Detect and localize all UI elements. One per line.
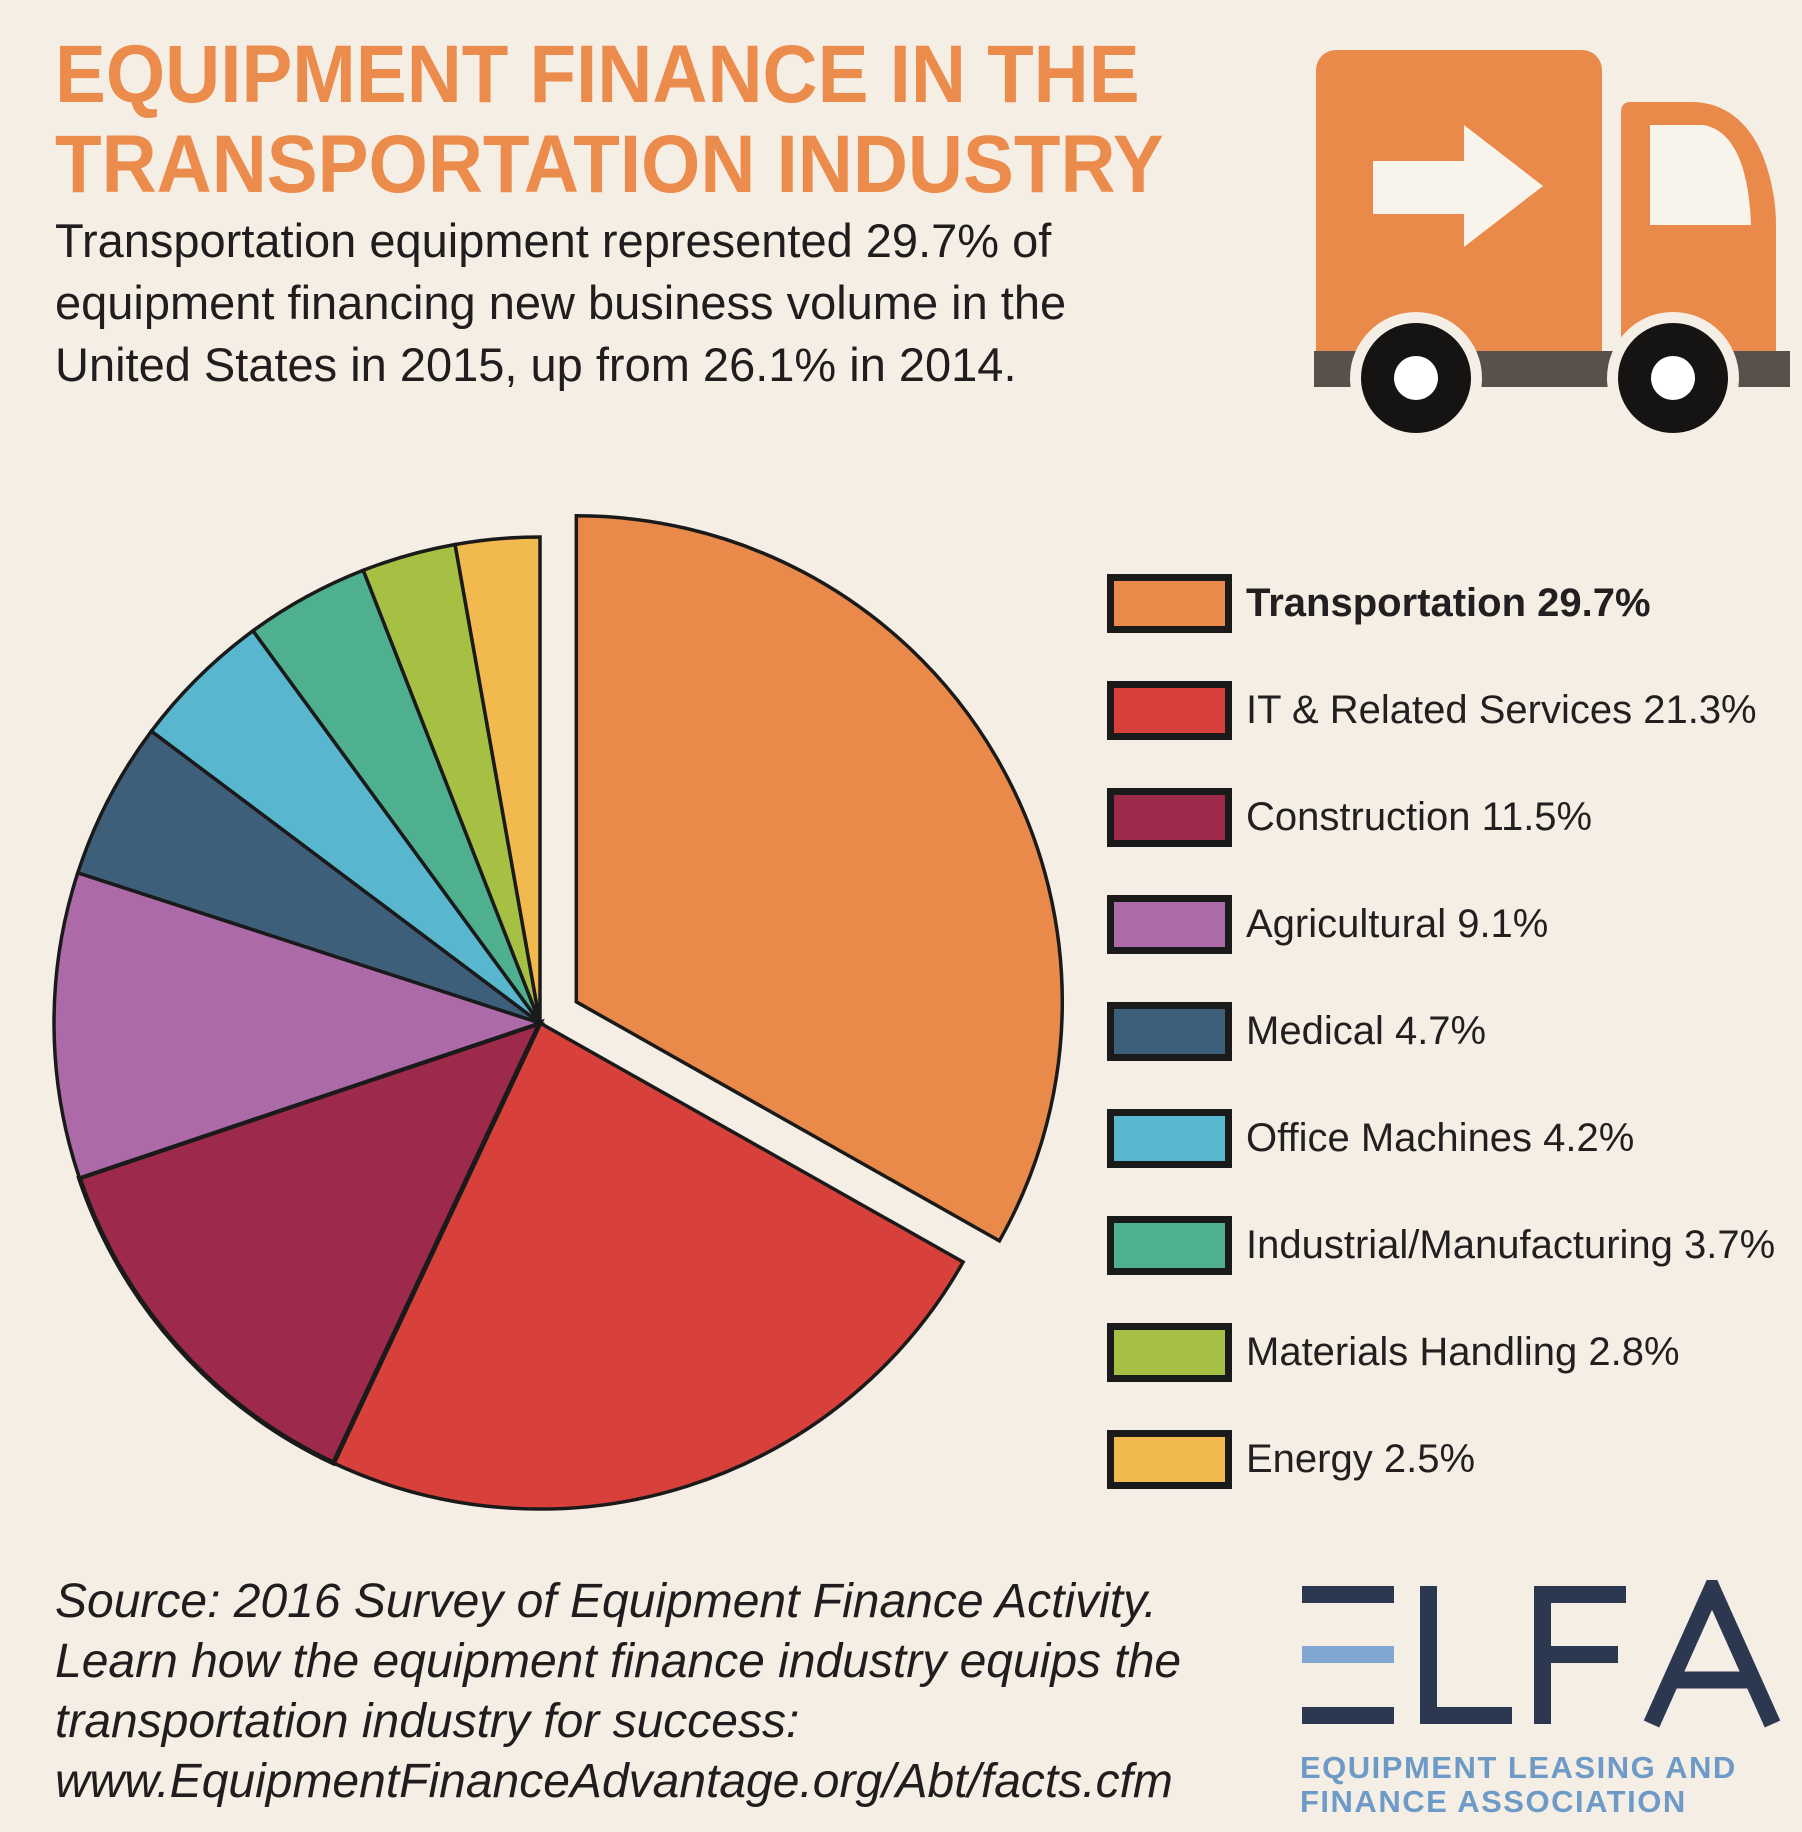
truck-icon	[1314, 50, 1790, 444]
subtitle-line-2: equipment financing new business volume …	[55, 276, 1067, 329]
legend-label-agricultural: Agricultural 9.1%	[1246, 902, 1549, 946]
legend-swatch-transportation	[1107, 574, 1232, 633]
legend-swatch-energy	[1107, 1430, 1232, 1489]
legend-item-it-related-services: IT & Related Services 21.3%	[1107, 681, 1775, 740]
legend-swatch-it-related-services	[1107, 681, 1232, 740]
source-line-3: transportation industry for success:	[55, 1695, 800, 1748]
source-note: Source: 2016 Survey of Equipment Finance…	[55, 1572, 1181, 1812]
truck-window	[1650, 125, 1751, 225]
elfa-letter-l	[1420, 1586, 1512, 1724]
legend-item-energy: Energy 2.5%	[1107, 1430, 1775, 1489]
legend-item-transportation: Transportation 29.7%	[1107, 574, 1775, 633]
legend-swatch-industrial-manufacturing	[1107, 1216, 1232, 1275]
elfa-logo-letters	[1302, 1568, 1781, 1728]
legend-item-construction: Construction 11.5%	[1107, 788, 1775, 847]
wheel-icon	[1607, 312, 1739, 444]
legend-item-materials-handling: Materials Handling 2.8%	[1107, 1323, 1775, 1382]
legend-swatch-medical	[1107, 1002, 1232, 1061]
source-line-2: Learn how the equipment finance industry…	[55, 1635, 1182, 1688]
elfa-logo: EQUIPMENT LEASING AND FINANCE ASSOCIATIO…	[1300, 1568, 1800, 1819]
logo-tagline-line-2: FINANCE ASSOCIATION	[1300, 1784, 1687, 1819]
legend-item-medical: Medical 4.7%	[1107, 1002, 1775, 1061]
legend-item-agricultural: Agricultural 9.1%	[1107, 895, 1775, 954]
subtitle-line-1: Transportation equipment represented 29.…	[55, 214, 1052, 267]
page-title: EQUIPMENT FINANCE IN THE TRANSPORTATION …	[55, 30, 1164, 210]
legend-label-materials-handling: Materials Handling 2.8%	[1246, 1330, 1680, 1374]
logo-tagline-line-1: EQUIPMENT LEASING AND	[1300, 1750, 1737, 1785]
legend-swatch-office-machines	[1107, 1109, 1232, 1168]
legend-swatch-construction	[1107, 788, 1232, 847]
subtitle: Transportation equipment represented 29.…	[55, 210, 1066, 396]
legend-label-office-machines: Office Machines 4.2%	[1246, 1116, 1635, 1160]
pie-slice-agricultural	[52, 870, 546, 1181]
legend-swatch-materials-handling	[1107, 1323, 1232, 1382]
pie-slice-construction	[76, 1018, 545, 1467]
page-title-line-2: TRANSPORTATION INDUSTRY	[55, 119, 1164, 210]
legend-label-it-related-services: IT & Related Services 21.3%	[1246, 688, 1757, 732]
wheel-icon	[1350, 312, 1482, 444]
legend-label-industrial-manufacturing: Industrial/Manufacturing 3.7%	[1246, 1223, 1776, 1267]
elfa-letter-e	[1302, 1586, 1394, 1724]
page-title-line-1: EQUIPMENT FINANCE IN THE	[55, 29, 1140, 120]
truck-body	[1316, 50, 1602, 381]
elfa-letter-a	[1643, 1568, 1781, 1728]
pie-slice-transportation	[574, 514, 1065, 1244]
pie-slice-it-related-services	[331, 1020, 966, 1511]
arrow-right-icon	[1373, 125, 1543, 247]
legend-label-energy: Energy 2.5%	[1246, 1437, 1476, 1481]
pie-slice-energy	[453, 535, 542, 1024]
chart-legend: Transportation 29.7% IT & Related Service…	[1107, 574, 1775, 1489]
legend-label-transportation: Transportation 29.7%	[1246, 581, 1651, 625]
legend-item-industrial-manufacturing: Industrial/Manufacturing 3.7%	[1107, 1216, 1775, 1275]
source-url: www.EquipmentFinanceAdvantage.org/Abt/fa…	[55, 1755, 1173, 1808]
legend-swatch-agricultural	[1107, 895, 1232, 954]
subtitle-line-3: United States in 2015, up from 26.1% in …	[55, 338, 1017, 391]
source-line-1: Source: 2016 Survey of Equipment Finance…	[55, 1575, 1157, 1628]
legend-label-medical: Medical 4.7%	[1246, 1009, 1487, 1053]
legend-label-construction: Construction 11.5%	[1246, 795, 1593, 839]
elfa-letter-f	[1534, 1586, 1626, 1724]
legend-item-office-machines: Office Machines 4.2%	[1107, 1109, 1775, 1168]
pie-slice-medical	[75, 728, 542, 1025]
